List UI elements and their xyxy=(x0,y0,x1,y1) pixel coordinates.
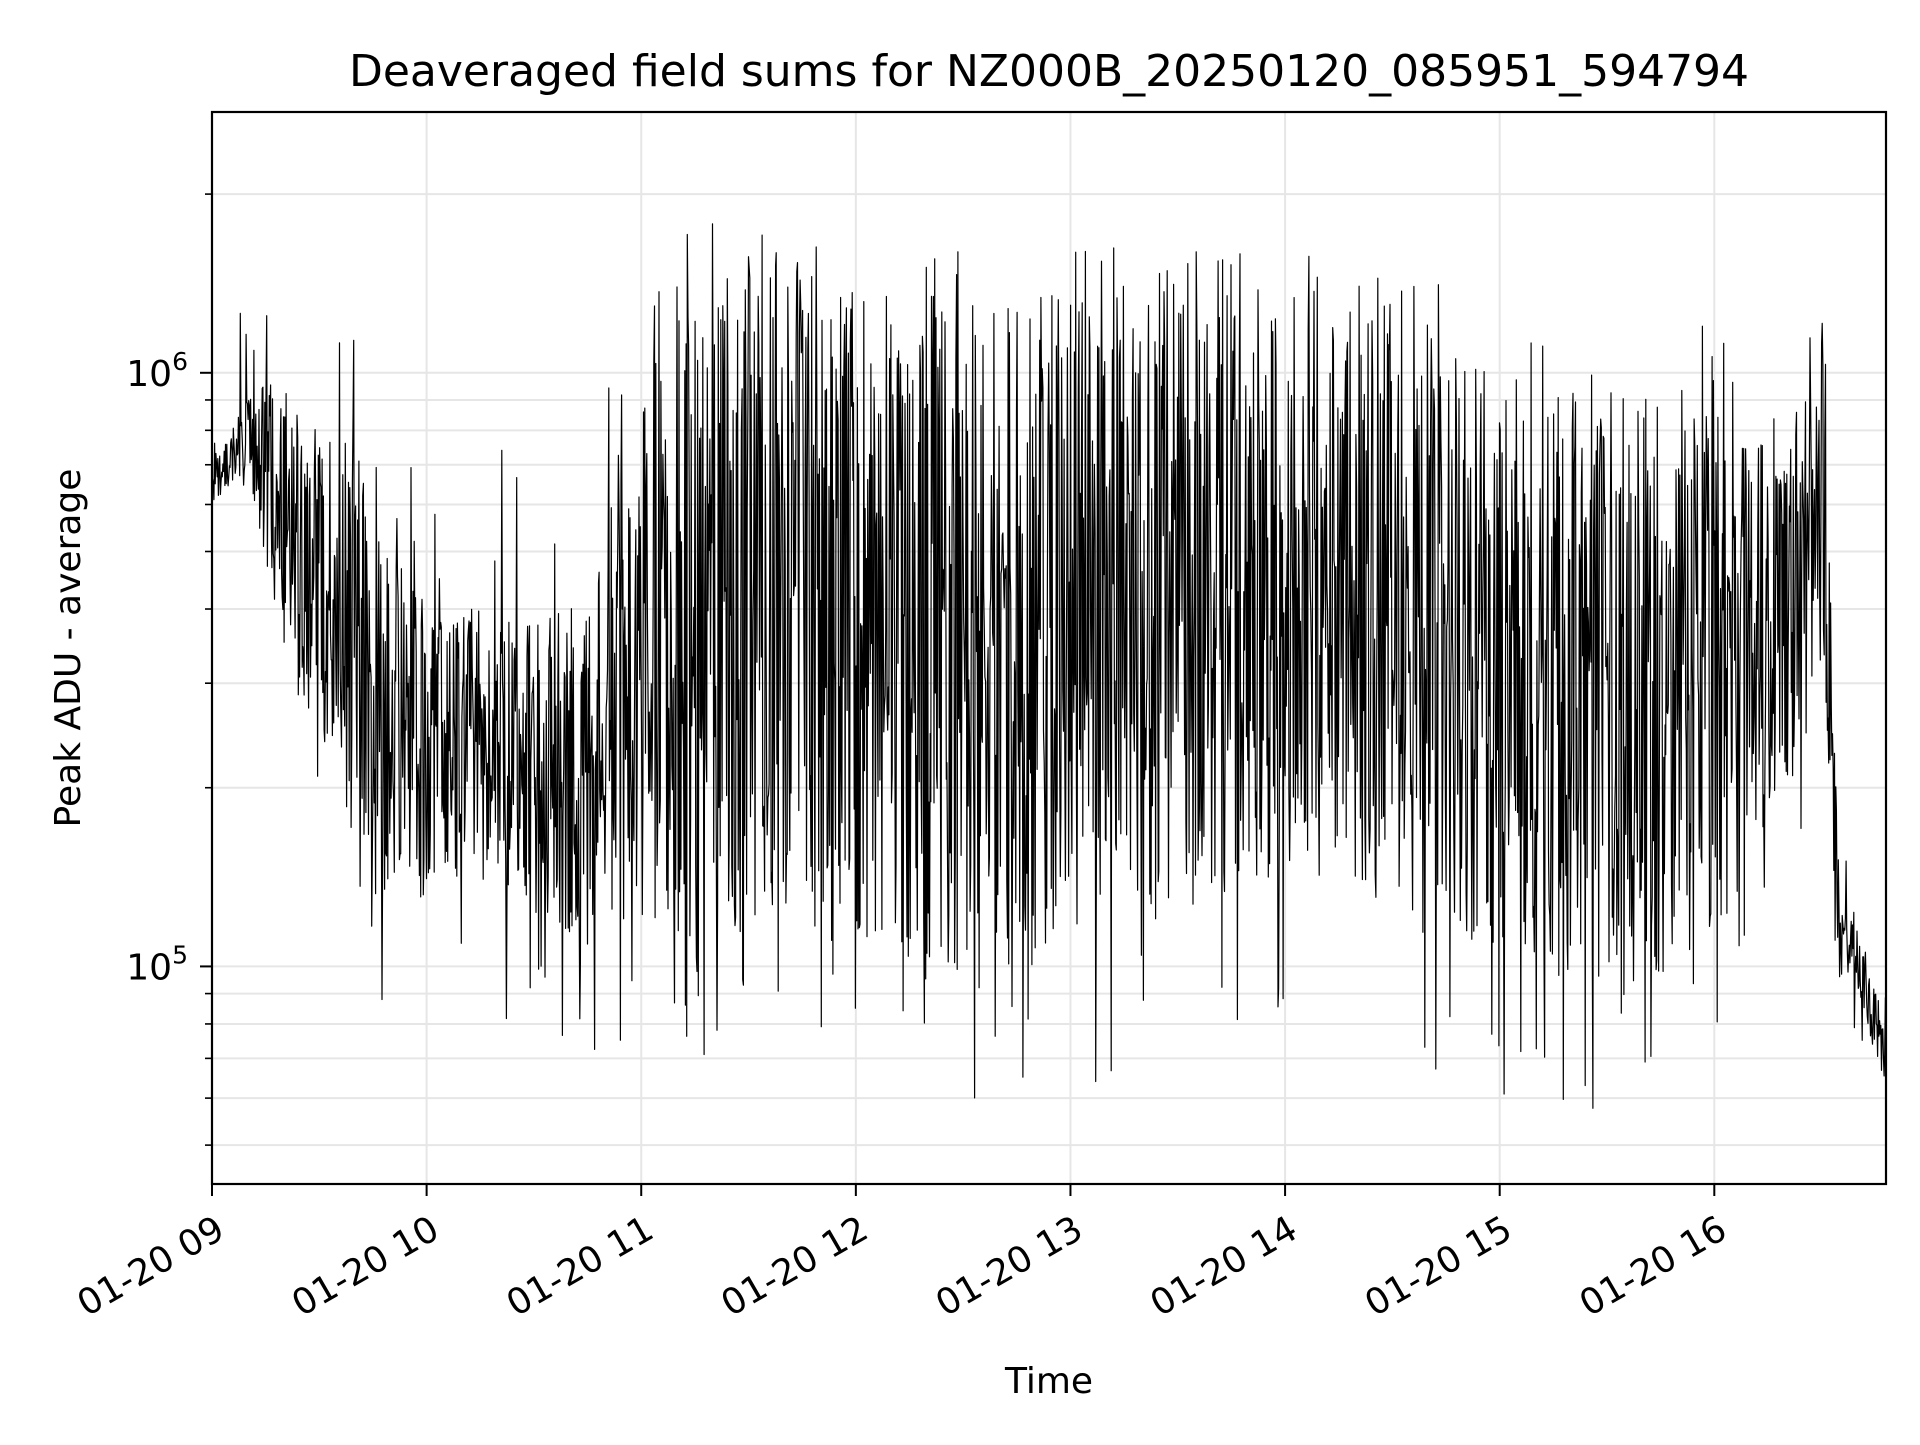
chart-title: Deaveraged field sums for NZ000B_2025012… xyxy=(349,46,1749,97)
series-line xyxy=(211,223,1887,1109)
series-layer xyxy=(211,223,1887,1109)
plot-frame xyxy=(210,110,1888,1186)
y-tick-label: 106 xyxy=(126,347,188,395)
y-ticks: 105 106 xyxy=(126,193,212,1146)
y-axis-label: Peak ADU - average xyxy=(48,469,89,828)
x-axis-label: Time xyxy=(1004,1361,1093,1402)
y-tick-label: 105 xyxy=(126,940,188,988)
